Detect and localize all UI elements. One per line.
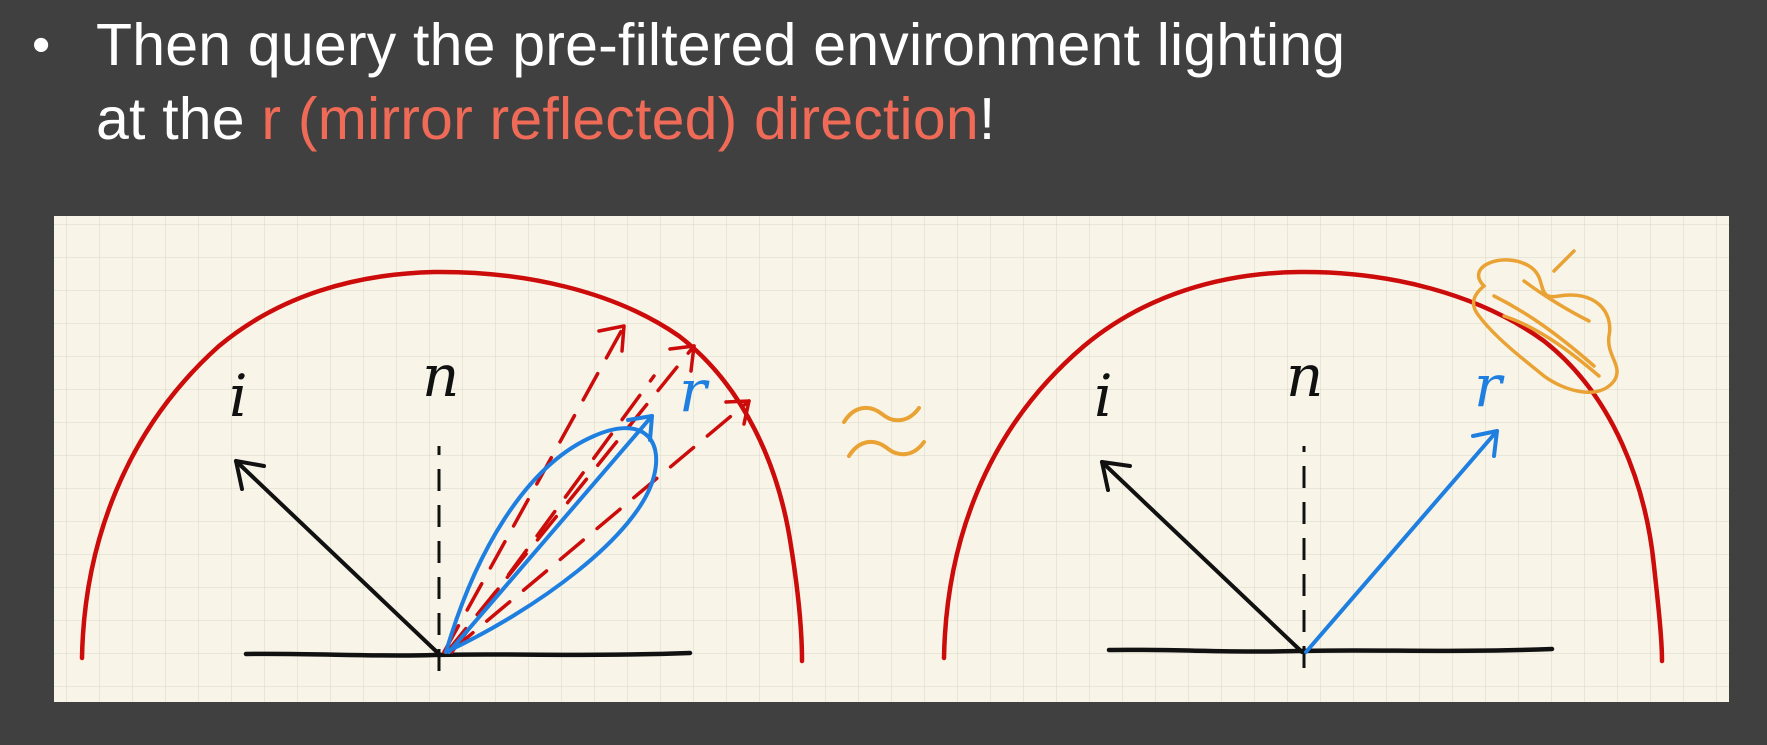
left-reflect-arrow [447, 414, 654, 654]
bullet-text: Then query the pre-filtered environment … [96, 8, 1345, 156]
right-diagram: i n r [941, 249, 1665, 668]
left-hemisphere [79, 269, 805, 664]
left-diagram: i n r [79, 269, 805, 671]
right-label-i: i [1094, 362, 1113, 430]
left-scattered-rays [442, 324, 751, 654]
right-label-n: n [1286, 342, 1323, 410]
diagram-svg: i n r ≈ [54, 216, 1729, 702]
bullet-line-2: at the r (mirror reflected) direction! [96, 82, 1345, 156]
diagram-figure: i n r ≈ [54, 216, 1729, 702]
left-scattered-arrowheads [597, 324, 751, 426]
left-label-n: n [422, 342, 459, 410]
left-surface-line [243, 650, 693, 658]
left-specular-lobe [444, 426, 659, 654]
right-surface-line [1106, 646, 1555, 654]
filtered-lighting-scribble [1471, 249, 1619, 394]
bullet-dot: • [32, 16, 51, 74]
bullet-line-2-after: ! [978, 86, 996, 152]
highlighted-phrase: r (mirror reflected) direction [261, 86, 979, 152]
bullet-line-1: Then query the pre-filtered environment … [96, 12, 1346, 78]
bullet-line-2-before: at the [96, 86, 262, 152]
approx-symbol: ≈ [842, 405, 926, 458]
grid-paper [54, 216, 1729, 702]
left-incident-arrow [234, 459, 441, 656]
right-hemisphere [941, 269, 1665, 664]
right-reflect-arrow [1304, 429, 1499, 654]
right-incident-arrow [1100, 460, 1304, 654]
right-label-r: r [1474, 352, 1505, 420]
left-label-r: r [679, 357, 710, 425]
left-label-i: i [229, 362, 248, 430]
